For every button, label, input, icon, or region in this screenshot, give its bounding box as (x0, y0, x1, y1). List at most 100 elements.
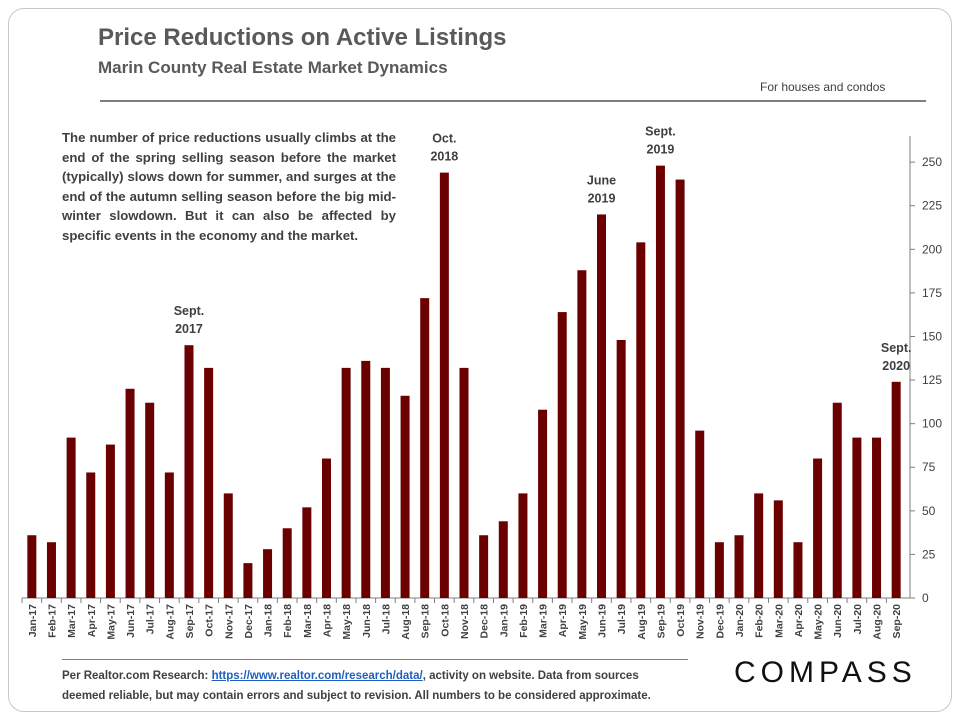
bar-Oct-18 (439, 172, 449, 598)
footer-divider (62, 659, 688, 660)
x-tick-label: Feb-17 (46, 604, 58, 638)
bar-May-20 (813, 458, 823, 598)
x-tick-label: Jan-17 (27, 604, 39, 637)
x-tick-label: Oct-18 (439, 604, 451, 637)
x-tick-label: Feb-18 (282, 604, 294, 638)
x-tick-label: Jan-19 (498, 604, 510, 637)
bar-Sep-20 (891, 381, 901, 598)
x-tick-label: Dec-18 (479, 604, 491, 639)
bar-Oct-19 (675, 179, 685, 598)
x-tick-label: Dec-17 (243, 604, 255, 639)
bar-Aug-18 (400, 395, 410, 598)
page-title: Price Reductions on Active Listings (98, 24, 507, 51)
annotation-Jun-19: 2019 (588, 191, 616, 205)
bar-May-17 (105, 444, 115, 598)
x-tick-label: Feb-20 (754, 604, 766, 638)
y-tick-label: 200 (922, 242, 942, 256)
x-tick-label: Sep-18 (420, 604, 432, 639)
bar-Oct-17 (204, 367, 214, 598)
bar-Jul-17 (145, 402, 155, 598)
bar-Sep-19 (655, 165, 665, 598)
x-tick-label: Aug-17 (164, 604, 176, 640)
y-tick-label: 250 (922, 155, 942, 169)
x-tick-label: Mar-19 (538, 604, 550, 638)
footer-prefix: Per Realtor.com Research: (62, 670, 212, 682)
bar-Aug-20 (872, 437, 882, 598)
footer-line-1: Per Realtor.com Research: https://www.re… (62, 666, 702, 686)
bar-Mar-17 (66, 437, 76, 598)
bar-Feb-19 (518, 493, 528, 598)
x-tick-label: Sep-17 (184, 604, 196, 639)
x-tick-label: Aug-20 (872, 604, 884, 640)
x-tick-label: Apr-19 (557, 604, 569, 637)
x-tick-label: Mar-20 (773, 604, 785, 638)
scope-note: For houses and condos (760, 80, 886, 94)
footer-suffix: , activity on website. Data from sources (422, 670, 639, 682)
x-tick-label: May-20 (813, 604, 825, 640)
bar-Apr-18 (321, 458, 331, 598)
x-tick-label: Apr-20 (793, 604, 805, 637)
chart-description: The number of price reductions usually c… (62, 128, 396, 246)
annotation-Jun-19: June (587, 173, 616, 187)
x-tick-label: Jul-19 (616, 604, 628, 635)
bar-Sep-18 (420, 298, 430, 598)
x-tick-label: Oct-17 (204, 604, 216, 637)
x-tick-label: Jan-20 (734, 604, 746, 637)
x-tick-label: Jun-20 (832, 604, 844, 638)
bar-Apr-17 (86, 472, 96, 598)
y-tick-label: 125 (922, 373, 942, 387)
annotation-Sep-17: Sept. (174, 304, 205, 318)
bar-Aug-17 (164, 472, 174, 598)
page-subtitle: Marin County Real Estate Market Dynamics (98, 58, 448, 77)
bar-Mar-18 (302, 507, 312, 598)
source-link[interactable]: https://www.realtor.com/research/data/ (211, 670, 423, 682)
x-tick-label: Nov-17 (223, 604, 235, 639)
x-tick-label: May-17 (105, 604, 117, 640)
x-tick-label: Sep-19 (655, 604, 667, 639)
x-tick-label: Jul-18 (380, 604, 392, 635)
x-tick-label: Jun-18 (361, 604, 373, 638)
x-tick-label: May-19 (577, 604, 589, 640)
x-tick-label: Jul-20 (852, 604, 864, 635)
x-tick-label: Apr-18 (321, 604, 333, 637)
bar-Jun-18 (361, 360, 371, 598)
y-tick-label: 175 (922, 286, 942, 300)
annotation-Sep-19: Sept. (645, 125, 676, 139)
y-tick-label: 25 (922, 547, 936, 561)
x-tick-label: Apr-17 (86, 604, 98, 637)
bar-Jun-19 (597, 214, 607, 599)
bar-Feb-17 (46, 542, 56, 598)
x-tick-label: May-18 (341, 604, 353, 640)
bar-Jun-17 (125, 388, 135, 598)
bar-Nov-18 (459, 367, 469, 598)
bar-Feb-18 (282, 528, 292, 598)
annotation-Sep-20: 2020 (882, 359, 910, 373)
bar-Apr-20 (793, 542, 803, 598)
bar-May-18 (341, 367, 351, 598)
y-tick-label: 50 (922, 504, 936, 518)
annotation-Sep-19: 2019 (647, 143, 675, 157)
bar-Feb-20 (754, 493, 764, 598)
bar-Mar-19 (538, 409, 548, 598)
bar-Sep-17 (184, 345, 194, 598)
bar-Jan-20 (734, 535, 744, 598)
y-tick-label: 225 (922, 199, 942, 213)
x-tick-label: Jul-17 (145, 604, 157, 635)
bar-Jul-19 (616, 339, 626, 598)
header-divider (100, 100, 926, 102)
y-tick-label: 75 (922, 460, 936, 474)
x-tick-label: Aug-19 (636, 604, 648, 640)
bar-Mar-20 (773, 500, 783, 598)
x-tick-label: Jun-17 (125, 604, 137, 638)
x-tick-label: Sep-20 (891, 604, 903, 639)
footer-line-2: deemed reliable, but may contain errors … (62, 690, 651, 702)
bar-Dec-18 (479, 535, 489, 598)
bar-Nov-17 (223, 493, 233, 598)
footer-source: Per Realtor.com Research: https://www.re… (62, 666, 702, 706)
x-tick-label: Nov-19 (695, 604, 707, 639)
x-tick-label: Mar-17 (66, 604, 78, 638)
bar-Dec-17 (243, 563, 253, 598)
annotation-Oct-18: 2018 (430, 150, 458, 164)
x-tick-label: Oct-19 (675, 604, 687, 637)
